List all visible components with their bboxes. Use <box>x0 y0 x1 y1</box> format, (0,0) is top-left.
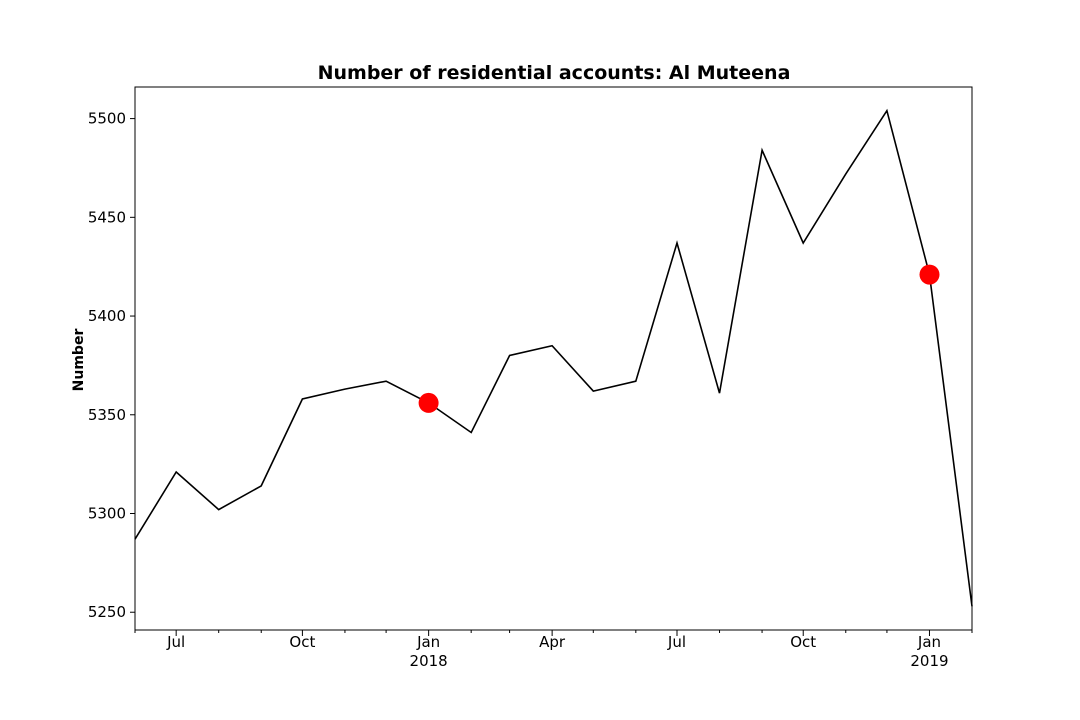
y-tick-label: 5400 <box>88 307 126 325</box>
y-axis: 5250 5300 5350 5400 5450 5500 <box>88 110 135 621</box>
chart-title: Number of residential accounts: Al Mutee… <box>318 62 791 84</box>
plot-area <box>134 108 973 607</box>
x-tick-label: Jan <box>416 633 440 651</box>
series-line-0 <box>134 108 973 607</box>
y-tick-label: 5450 <box>88 208 126 226</box>
x-tick-label: Apr <box>539 633 566 651</box>
y-tick-label: 5250 <box>88 603 126 621</box>
y-tick-label: 5350 <box>88 406 126 424</box>
highlight-marker-0 <box>418 392 439 413</box>
x-tick-label: Jul <box>667 633 686 651</box>
y-tick-label: 5300 <box>88 505 126 523</box>
x-tick-year-label: 2018 <box>410 652 448 670</box>
x-tick-label: Oct <box>790 633 816 651</box>
y-tick-label: 5500 <box>88 110 126 128</box>
plot-frame <box>134 86 973 631</box>
y-axis-title: Number <box>71 329 87 392</box>
x-tick-label: Jan <box>917 633 941 651</box>
x-tick-label: Oct <box>289 633 315 651</box>
x-tick-label: Jul <box>166 633 185 651</box>
x-tick-year-label: 2019 <box>910 652 948 670</box>
highlight-marker-1 <box>919 264 940 285</box>
